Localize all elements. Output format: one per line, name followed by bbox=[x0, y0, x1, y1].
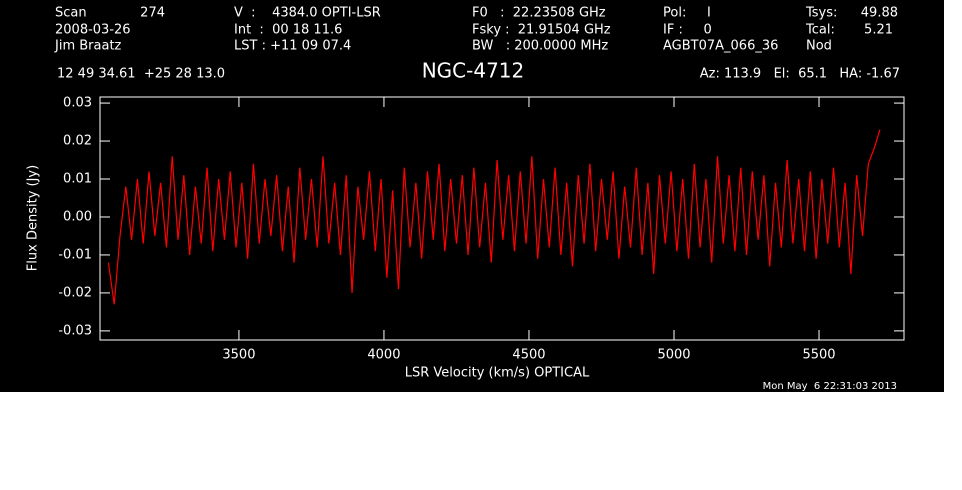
header-field: Jim Braatz bbox=[54, 39, 122, 54]
header-field: Tcal: bbox=[805, 23, 835, 38]
header-field: 274 bbox=[140, 6, 165, 21]
header-field: V : 4384.0 OPTI-LSR bbox=[234, 6, 381, 21]
header-field: AGBT07A_066_36 bbox=[663, 39, 778, 54]
header-field: LST : +11 09 07.4 bbox=[234, 39, 351, 54]
x-tick-label: 3500 bbox=[222, 348, 255, 363]
header-field: Pol: I bbox=[663, 6, 711, 21]
y-tick-label: -0.02 bbox=[58, 285, 92, 300]
x-tick-label: 5500 bbox=[802, 348, 835, 363]
y-tick-label: 0.01 bbox=[63, 172, 92, 187]
timestamp: Mon May 6 22:31:03 2013 bbox=[763, 381, 897, 392]
header-field: F0 : 22.23508 GHz bbox=[472, 6, 606, 21]
y-tick-label: 0.03 bbox=[63, 96, 92, 111]
header-field: 5.21 bbox=[864, 23, 893, 38]
header-field: 2008-03-26 bbox=[55, 23, 131, 38]
coordinates: 12 49 34.61 +25 28 13.0 bbox=[57, 67, 225, 82]
y-tick-label: 0.02 bbox=[63, 134, 92, 149]
header-field: Fsky : 21.91504 GHz bbox=[472, 23, 611, 38]
header-field: Tsys: bbox=[805, 6, 837, 21]
header-field: BW : 200.0000 MHz bbox=[472, 39, 608, 54]
header-field: Int : 00 18 11.6 bbox=[234, 23, 342, 38]
y-tick-label: -0.01 bbox=[58, 247, 92, 262]
header-field: IF : 0 bbox=[663, 23, 712, 38]
header-field: Nod bbox=[806, 39, 832, 54]
spectrum-line bbox=[107, 129, 881, 305]
chart-title: NGC-4712 bbox=[422, 59, 525, 83]
y-axis-label: Flux Density (Jy) bbox=[26, 165, 41, 271]
header-field: Scan bbox=[55, 6, 87, 21]
x-tick-label: 4000 bbox=[367, 348, 400, 363]
x-tick-label: 4500 bbox=[512, 348, 545, 363]
x-tick-label: 5000 bbox=[657, 348, 690, 363]
y-tick-label: -0.03 bbox=[58, 323, 92, 338]
header-field: 49.88 bbox=[861, 6, 898, 21]
pointing: Az: 113.9 El: 65.1 HA: -1.67 bbox=[700, 67, 900, 82]
plot-frame bbox=[99, 96, 905, 341]
y-tick-label: 0.00 bbox=[63, 209, 92, 224]
x-axis-label: LSR Velocity (km/s) OPTICAL bbox=[405, 366, 590, 381]
